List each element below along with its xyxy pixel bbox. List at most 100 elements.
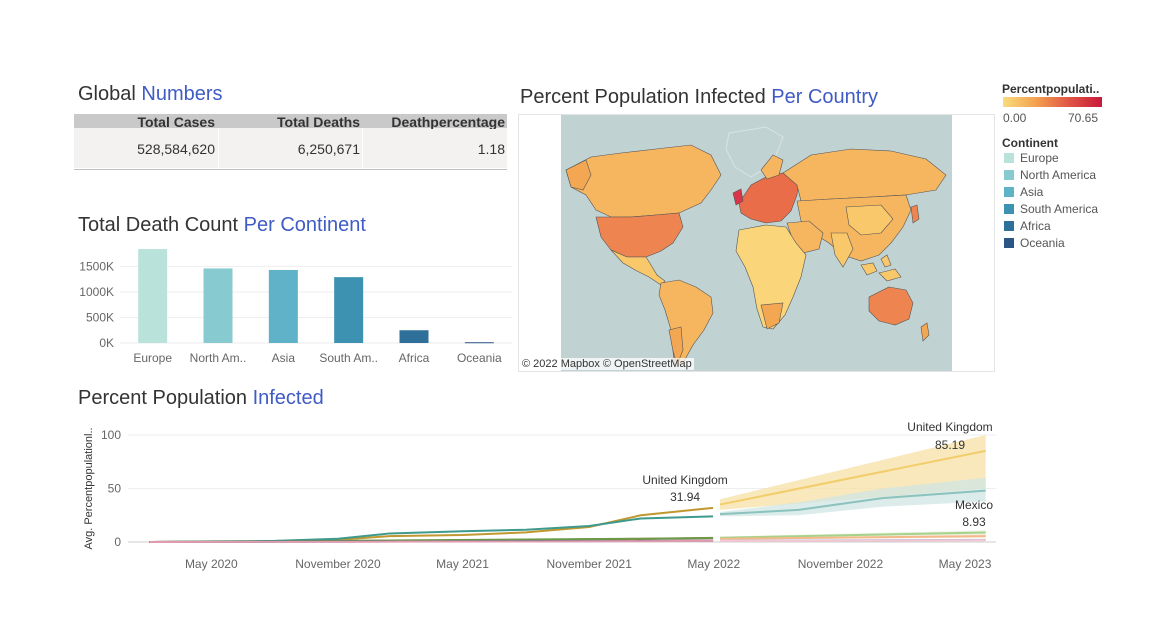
global-numbers-title-plain: Global: [78, 83, 142, 105]
scandinavia[interactable]: [760, 154, 784, 180]
continent-chart-title-plain: Total Death Count: [78, 214, 244, 236]
continent-chart-title-highlight: Per Continent: [243, 214, 366, 236]
line-chart-title-plain: Percent Population: [78, 387, 253, 409]
header-total-cases[interactable]: Total Cases: [137, 114, 215, 129]
bar[interactable]: [399, 330, 429, 343]
world-map[interactable]: [561, 115, 952, 371]
x-tick-label: Europe: [133, 351, 172, 365]
y-tick-label: 0K: [99, 336, 114, 350]
forecast-band: [719, 477, 986, 517]
global-numbers-table: Total Cases Total Deaths Deathpercentage…: [74, 114, 507, 170]
global-numbers-title-highlight: Numbers: [141, 83, 223, 105]
x-tick-label: November 2022: [798, 557, 884, 571]
series-line[interactable]: [149, 506, 714, 543]
europe[interactable]: [738, 172, 800, 224]
united-kingdom[interactable]: [732, 188, 744, 206]
forecast-line[interactable]: [719, 449, 986, 506]
canada[interactable]: [565, 144, 722, 218]
bar[interactable]: [464, 342, 494, 344]
y-tick-label: 0: [114, 535, 121, 549]
legend-item-north-america[interactable]: North America: [1004, 167, 1098, 184]
annotation-label: Mexico: [955, 498, 993, 512]
color-legend-title: Percentpopulati..: [1002, 82, 1100, 96]
forecast-line[interactable]: [719, 489, 986, 516]
y-tick-label: 1000K: [79, 285, 114, 299]
united-states[interactable]: [595, 212, 684, 258]
table-body-row: [74, 128, 507, 168]
x-tick-label: November 2020: [295, 557, 381, 571]
legend-swatch: [1004, 153, 1014, 163]
legend-item-oceania[interactable]: Oceania: [1004, 235, 1098, 252]
legend-swatch: [1004, 170, 1014, 180]
legend-item-europe[interactable]: Europe: [1004, 150, 1098, 167]
annotation-value: 31.94: [670, 490, 700, 504]
forecast-line[interactable]: [719, 535, 986, 540]
legend-label: Europe: [1020, 151, 1059, 165]
series-line[interactable]: [149, 539, 714, 543]
x-tick-label: May 2020: [185, 557, 238, 571]
y-tick-label: 50: [108, 482, 122, 496]
africa[interactable]: [735, 224, 807, 330]
southern-africa[interactable]: [760, 302, 784, 330]
legend-item-asia[interactable]: Asia: [1004, 184, 1098, 201]
percent-infected-line-chart: 0 50 100 Avg. Percentpopulationl.. May 2020 N…: [83, 420, 996, 571]
death-count-bar-chart: 0K 500K 1000K 1500K Europe North Am.. Asia Sout…: [79, 249, 512, 365]
india[interactable]: [830, 232, 854, 268]
value-total-deaths: 6,250,671: [297, 141, 360, 157]
legend-swatch: [1004, 204, 1014, 214]
color-legend-min: 0.00: [1003, 111, 1027, 125]
x-tick-label: Asia: [272, 351, 296, 365]
new-zealand[interactable]: [920, 322, 930, 342]
map-credit[interactable]: © 2022 Mapbox © OpenStreetMap: [520, 358, 694, 370]
line-chart-title: Percent Population Infected: [78, 387, 324, 410]
y-tick-label: 500K: [86, 310, 114, 324]
forecast-line[interactable]: [719, 531, 986, 539]
forecast-line[interactable]: [719, 539, 986, 542]
y-axis-label: Avg. Percentpopulationl..: [83, 427, 95, 549]
alaska[interactable]: [565, 159, 592, 191]
y-tick-label: 100: [101, 428, 121, 442]
line-chart-title-highlight: Infected: [252, 387, 324, 409]
x-tick-label: Africa: [399, 351, 430, 365]
continent-legend: Europe North America Asia South America …: [1004, 150, 1098, 252]
x-tick-label: May 2022: [687, 557, 740, 571]
color-legend-max: 70.65: [1068, 111, 1099, 125]
legend-item-africa[interactable]: Africa: [1004, 218, 1098, 235]
global-numbers-title: Global Numbers: [78, 83, 223, 106]
value-deathpercentage: 1.18: [477, 141, 505, 157]
annotation-value: 8.93: [962, 515, 986, 529]
legend-item-south-america[interactable]: South America: [1004, 201, 1098, 218]
bar[interactable]: [268, 269, 298, 343]
x-tick-label: November 2021: [546, 557, 632, 571]
legend-label: Asia: [1020, 185, 1044, 199]
mexico[interactable]: [610, 249, 666, 286]
y-tick-label: 1500K: [79, 259, 114, 273]
legend-label: Africa: [1020, 219, 1051, 233]
continent-chart-title: Total Death Count Per Continent: [78, 214, 366, 237]
legend-swatch: [1004, 238, 1014, 248]
legend-swatch: [1004, 187, 1014, 197]
annotation-label: United Kingdom: [907, 420, 992, 434]
map-title-plain: Percent Population Infected: [520, 86, 772, 108]
x-tick-label: Oceania: [457, 351, 502, 365]
australia[interactable]: [868, 286, 914, 326]
japan[interactable]: [910, 204, 920, 224]
indonesia[interactable]: [860, 254, 902, 282]
annotation-value: 85.19: [935, 438, 965, 452]
table-header-row: [74, 114, 507, 128]
x-tick-label: May 2023: [939, 557, 992, 571]
bar[interactable]: [203, 268, 233, 343]
header-deathpercentage[interactable]: Deathpercentage: [391, 114, 505, 129]
legend-label: South America: [1020, 202, 1099, 216]
map-title: Percent Population Infected Per Country: [520, 86, 878, 109]
header-total-deaths[interactable]: Total Deaths: [277, 114, 360, 129]
legend-swatch: [1004, 221, 1014, 231]
bar[interactable]: [334, 277, 364, 343]
value-total-cases: 528,584,620: [137, 141, 215, 157]
bar[interactable]: [138, 249, 168, 343]
continent-legend-title: Continent: [1002, 136, 1058, 150]
column-divider: [218, 128, 219, 168]
x-tick-label: May 2021: [436, 557, 489, 571]
argentina[interactable]: [668, 326, 684, 366]
china[interactable]: [845, 204, 894, 236]
